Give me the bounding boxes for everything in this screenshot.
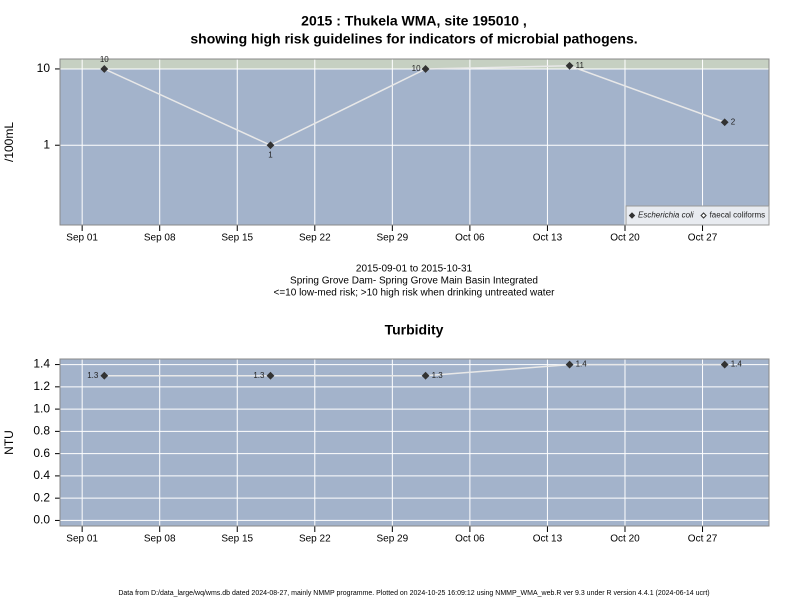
y-tick-label: 1.4 <box>33 357 50 371</box>
plot-background <box>60 59 769 225</box>
legend-marker <box>628 212 636 219</box>
chart-title: 2015 : Thukela WMA, site 195010 , <box>301 13 527 29</box>
value-label: 1.4 <box>731 360 743 369</box>
y-tick-label: 1.0 <box>33 401 50 415</box>
value-label: 11 <box>576 61 585 70</box>
footer: Data from D:/data_large/wq/wms.db dated … <box>118 590 709 597</box>
data-point <box>421 65 430 73</box>
x-tick-label: Sep 15 <box>221 534 253 545</box>
value-label: 10 <box>100 55 109 64</box>
data-point <box>720 360 729 369</box>
y-tick-label: 1 <box>43 137 50 151</box>
chart-title: showing high risk guidelines for indicat… <box>190 31 637 47</box>
x-tick-label: Oct 20 <box>610 534 640 545</box>
data-point <box>266 141 275 150</box>
y-tick-label: 0.8 <box>33 424 50 438</box>
data-point <box>100 65 109 73</box>
legend-box <box>625 205 770 226</box>
x-tick-label: Sep 29 <box>376 233 408 244</box>
plot-background <box>60 359 769 526</box>
x-tick-label: Sep 22 <box>299 233 331 244</box>
y-tick-label: 1.2 <box>33 379 50 393</box>
value-label: 1.3 <box>87 371 99 380</box>
x-tick-label: Sep 29 <box>376 534 408 545</box>
value-label: 1 <box>268 150 273 159</box>
x-tick-label: Oct 27 <box>688 233 718 244</box>
data-point <box>565 360 574 369</box>
data-point <box>720 118 729 127</box>
chart-title: Turbidity <box>385 322 444 338</box>
y-tick-label: 0.6 <box>33 446 50 460</box>
y-tick-label: 0.2 <box>33 490 50 504</box>
x-tick-label: Sep 08 <box>144 233 176 244</box>
data-point <box>421 371 430 380</box>
data-point <box>565 61 574 70</box>
legend-marker <box>700 212 707 219</box>
data-point <box>100 371 109 380</box>
plot-frame <box>59 58 770 226</box>
x-tick-label: Oct 27 <box>688 534 718 545</box>
x-tick-label: Sep 01 <box>66 233 98 244</box>
y-axis-label: /100mL <box>2 122 16 162</box>
x-tick-label: Sep 08 <box>144 534 176 545</box>
note: 2015-09-01 to 2015-10-31 <box>356 264 473 275</box>
value-label: 1.4 <box>576 360 588 369</box>
legend-label: Escherichia coli <box>638 211 694 220</box>
value-label: 2 <box>731 117 736 126</box>
y-axis-label: NTU <box>2 430 16 455</box>
high-risk-band <box>60 59 769 69</box>
value-label: 10 <box>412 64 421 73</box>
legend-label: faecal coliforms <box>710 211 766 220</box>
x-tick-label: Sep 22 <box>299 534 331 545</box>
value-label: 1.3 <box>253 371 265 380</box>
y-tick-label: 0.0 <box>33 513 50 527</box>
y-tick-label: 0.4 <box>33 468 50 482</box>
note: Spring Grove Dam- Spring Grove Main Basi… <box>290 276 538 287</box>
x-tick-label: Oct 20 <box>610 233 640 244</box>
value-label: 1.3 <box>432 371 444 380</box>
x-tick-label: Sep 01 <box>66 534 98 545</box>
x-tick-label: Sep 15 <box>221 233 253 244</box>
x-tick-label: Oct 06 <box>455 534 485 545</box>
x-tick-label: Oct 13 <box>533 233 563 244</box>
plot-frame <box>59 358 770 527</box>
note: <=10 low-med risk; >10 high risk when dr… <box>274 288 556 299</box>
y-tick-label: 10 <box>37 61 51 75</box>
data-point <box>266 371 275 380</box>
x-tick-label: Oct 06 <box>455 233 485 244</box>
x-tick-label: Oct 13 <box>533 534 563 545</box>
